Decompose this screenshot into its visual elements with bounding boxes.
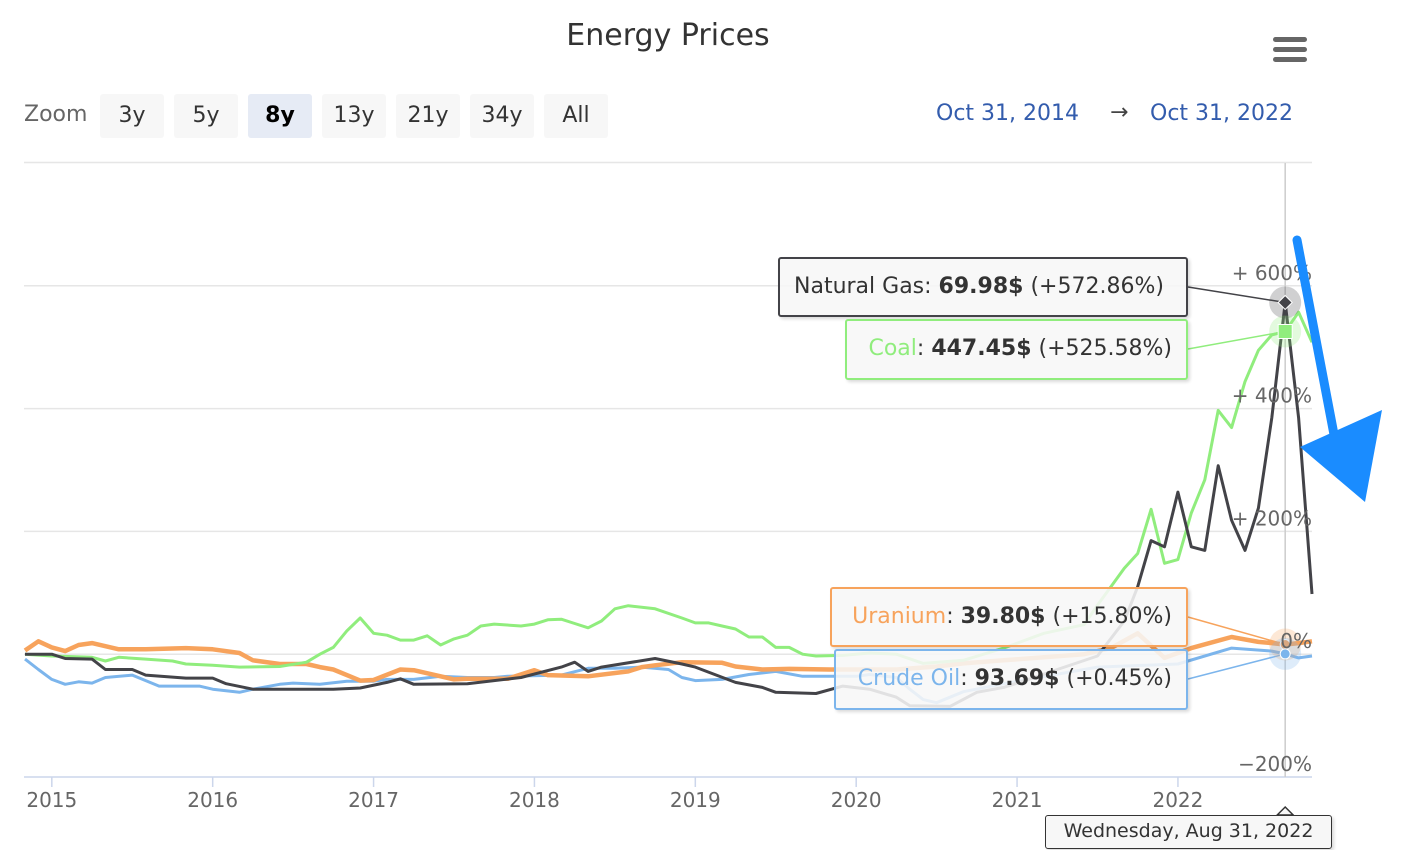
zoom-button-21y[interactable]: 21y [396, 94, 460, 138]
annotation-arrow [1292, 235, 1382, 502]
range-arrow: → [1110, 100, 1129, 125]
tooltip-value: 69.98$ [938, 274, 1024, 299]
tooltip-coal: Coal: 447.45$ (+525.58%) [845, 319, 1188, 380]
y-tick-label: + 200% [1232, 506, 1312, 530]
tooltip-series-name: Natural Gas [794, 274, 925, 299]
x-tick-label: 2020 [831, 788, 882, 812]
arrow-head [1300, 410, 1382, 502]
x-tick-label: 2015 [26, 788, 77, 812]
tooltip-uranium: Uranium: 39.80$ (+15.80%) [830, 587, 1188, 647]
square-marker-coal [1277, 323, 1293, 339]
series-line-natural-gas [25, 301, 1314, 708]
tooltip-connector [1187, 653, 1286, 680]
chart-title: Energy Prices [566, 18, 770, 53]
zoom-label: Zoom [24, 102, 88, 127]
x-tick-label: 2021 [992, 788, 1043, 812]
x-tick-label: 2016 [187, 788, 238, 812]
tooltip-series-name: Coal [868, 336, 917, 361]
x-tick-label: 2022 [1152, 788, 1203, 812]
tooltip-date: Wednesday, Aug 31, 2022 [1045, 815, 1332, 849]
tooltip-connector [1187, 330, 1286, 350]
tooltip-value: 93.69$ [974, 666, 1060, 691]
tooltip-value: 447.45$ [931, 336, 1032, 361]
tooltip-natural-gas: Natural Gas: 69.98$ (+572.86%) [778, 257, 1188, 317]
zoom-button-13y[interactable]: 13y [322, 94, 386, 138]
tooltip-change: (+572.86%) [1030, 274, 1164, 299]
x-tick-label: 2017 [348, 788, 399, 812]
zoom-button-34y[interactable]: 34y [470, 94, 534, 138]
tooltip-series-name: Crude Oil [857, 666, 961, 691]
zoom-button-8y[interactable]: 8y [248, 94, 312, 138]
y-tick-label: + 400% [1232, 384, 1312, 408]
tooltip-crude-oil: Crude Oil: 93.69$ (+0.45%) [834, 649, 1188, 710]
tooltip-series-name: Uranium [852, 604, 947, 629]
range-to-date[interactable]: Oct 31, 2022 [1150, 101, 1293, 126]
x-tick-label: 2019 [670, 788, 721, 812]
x-tick-label: 2018 [509, 788, 560, 812]
tooltip-connector [1187, 286, 1286, 304]
tooltip-value: 39.80$ [960, 604, 1046, 629]
zoom-button-5y[interactable]: 5y [174, 94, 238, 138]
date-tooltip-pointer [1275, 805, 1295, 816]
zoom-button-all[interactable]: All [544, 94, 608, 138]
diamond-marker-natural-gas [1277, 294, 1293, 311]
point-marker-crude-oil [1279, 648, 1291, 660]
tooltip-change: (+0.45%) [1066, 666, 1173, 691]
zoom-button-3y[interactable]: 3y [100, 94, 164, 138]
y-tick-label: −200% [1238, 752, 1312, 776]
arrow-shaft [1292, 235, 1341, 450]
series-line-coal [24, 310, 1314, 669]
tooltip-connector [1187, 616, 1286, 646]
tooltip-change: (+15.80%) [1052, 604, 1173, 629]
tooltip-change: (+525.58%) [1038, 336, 1172, 361]
hamburger-menu-icon[interactable] [1270, 34, 1310, 66]
y-tick-label: 0% [1280, 629, 1312, 653]
range-from-date[interactable]: Oct 31, 2014 [936, 101, 1079, 126]
